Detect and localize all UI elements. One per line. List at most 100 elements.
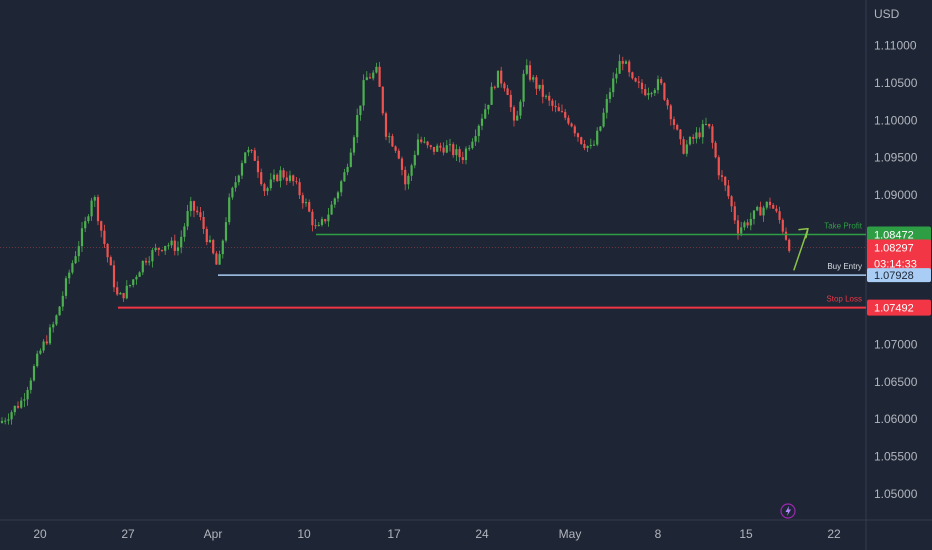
candle: [762, 207, 765, 216]
candle: [573, 126, 576, 134]
candle: [423, 141, 426, 143]
candle: [311, 211, 314, 226]
candle: [480, 118, 484, 126]
candle: [512, 107, 516, 121]
candle: [164, 245, 167, 251]
candle: [208, 239, 212, 243]
candle: [618, 61, 621, 74]
candle: [64, 278, 68, 296]
candle: [560, 111, 564, 113]
candle: [455, 149, 458, 156]
candle: [528, 65, 532, 80]
candle: [576, 133, 580, 138]
candle: [484, 109, 487, 119]
candle: [535, 77, 538, 89]
candle: [276, 174, 279, 182]
candle: [74, 256, 77, 264]
lightning-icon[interactable]: [780, 503, 796, 519]
candle: [637, 81, 640, 83]
candle: [413, 154, 416, 166]
candle: [7, 419, 10, 421]
candle: [432, 146, 436, 152]
candle: [615, 73, 618, 79]
bar-countdown: 03:14:33: [874, 259, 917, 271]
x-tick-label: 27: [121, 527, 135, 541]
candle: [628, 61, 631, 73]
candle: [144, 260, 148, 263]
x-tick-label: 15: [739, 527, 753, 541]
y-tick-label: 1.06000: [874, 412, 918, 426]
candle: [285, 177, 288, 181]
candle: [26, 389, 29, 400]
candle: [759, 206, 762, 216]
candle: [400, 158, 404, 170]
candle: [445, 145, 448, 153]
y-tick-label: 1.06500: [874, 375, 918, 389]
candle: [160, 249, 164, 251]
candle: [784, 231, 788, 240]
candle: [749, 218, 752, 226]
candle: [128, 284, 132, 286]
candle: [746, 222, 749, 226]
candle: [471, 141, 474, 149]
candle: [260, 172, 263, 185]
candle: [525, 65, 528, 74]
candle: [106, 243, 109, 258]
candle: [416, 139, 420, 155]
x-tick-label: 20: [33, 527, 47, 541]
candle: [487, 104, 490, 110]
candle: [391, 136, 394, 147]
candle: [221, 240, 224, 255]
candle: [282, 170, 285, 178]
take-profit-price: 1.08472: [874, 229, 914, 241]
candle: [612, 78, 615, 93]
candle: [500, 70, 503, 84]
candle: [583, 143, 586, 148]
candle: [368, 77, 372, 79]
x-tick-label: 24: [475, 527, 489, 541]
candle: [112, 265, 116, 288]
candle: [448, 144, 452, 146]
candle: [544, 95, 548, 97]
candle: [631, 72, 634, 79]
candle: [688, 137, 692, 145]
x-tick-label: 22: [827, 527, 841, 541]
candle: [477, 125, 480, 137]
candle: [704, 123, 708, 125]
candle: [701, 124, 704, 138]
current-price-tag: [867, 239, 931, 274]
candle: [186, 211, 189, 227]
candle: [20, 400, 23, 408]
candle: [621, 61, 624, 64]
candle: [234, 182, 237, 188]
candle: [176, 247, 180, 251]
candle: [42, 341, 45, 351]
candle: [714, 142, 717, 158]
candle: [717, 157, 720, 176]
candle: [660, 79, 663, 84]
candle: [192, 201, 196, 211]
y-tick-label: 1.05000: [874, 487, 918, 501]
candle: [237, 175, 240, 183]
candle: [727, 185, 730, 197]
candle: [151, 250, 154, 262]
candle: [119, 292, 122, 295]
candle: [554, 105, 557, 108]
candle: [519, 101, 522, 116]
candle: [548, 95, 551, 101]
candle: [394, 146, 397, 151]
candle: [752, 210, 756, 219]
candle: [656, 79, 660, 91]
candle: [138, 272, 141, 277]
candle: [39, 350, 42, 354]
candle: [663, 83, 666, 100]
time-axis: 20 27 Apr 10 17 24 May 8 15 22: [33, 527, 841, 541]
x-tick-label: Apr: [204, 527, 223, 541]
candle: [68, 272, 71, 279]
candle: [132, 279, 135, 285]
candle: [362, 80, 365, 106]
candle: [468, 148, 471, 150]
candle: [541, 84, 544, 97]
candle: [228, 197, 231, 223]
